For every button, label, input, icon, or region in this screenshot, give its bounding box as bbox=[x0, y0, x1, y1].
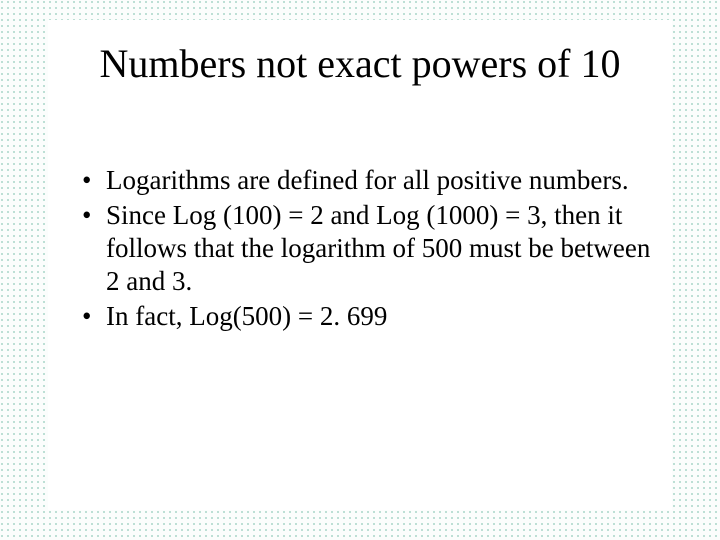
slide-bullet-list: Logarithms are defined for all positive … bbox=[48, 164, 672, 333]
slide-title: Numbers not exact powers of 10 bbox=[48, 20, 672, 86]
bullet-item: Since Log (100) = 2 and Log (1000) = 3, … bbox=[82, 199, 652, 298]
bullet-item: Logarithms are defined for all positive … bbox=[82, 164, 652, 197]
slide-content-panel: Numbers not exact powers of 10 Logarithm… bbox=[48, 20, 672, 510]
bullet-item: In fact, Log(500) = 2. 699 bbox=[82, 300, 652, 333]
